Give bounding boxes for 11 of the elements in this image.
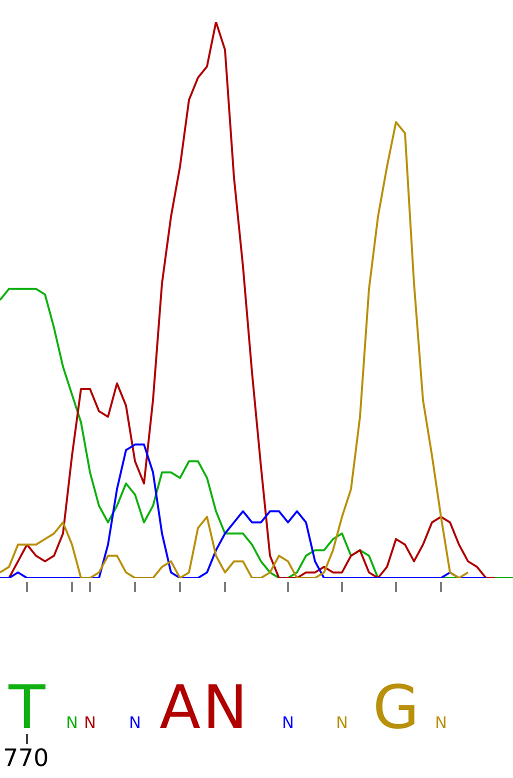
x-tick-label: N [202,673,248,743]
annotation: 770 [3,744,49,772]
x-tick-label: N [282,713,294,732]
x-tick-label: A [159,673,201,743]
x-tick-label: N [84,713,96,732]
x-tick-label: G [372,673,420,743]
x-tick-label: N [66,713,78,732]
x-tick-label: N [336,713,348,732]
x-tick-label: N [129,713,141,732]
x-tick-label: T [8,673,46,743]
x-tick-label: N [435,713,447,732]
